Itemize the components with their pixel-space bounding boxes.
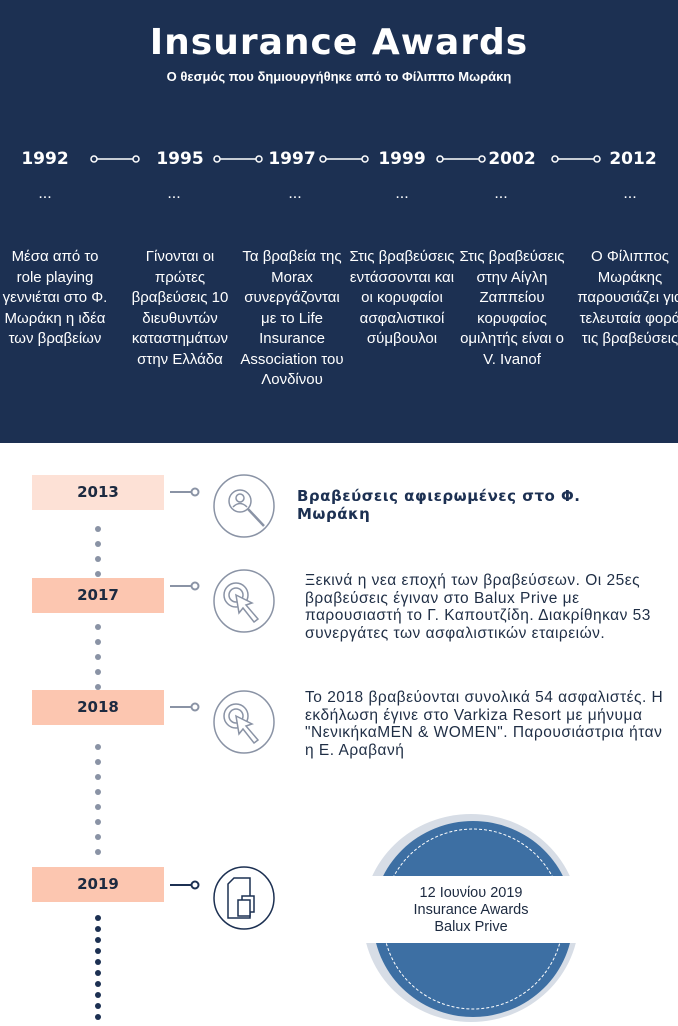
click-cursor-icon [213, 690, 275, 754]
event-text: Το 2018 βραβεύονται συνολικά 54 ασφαλιστ… [305, 689, 664, 759]
event-seal [358, 814, 584, 1022]
year-box-2013: 2013 [32, 475, 164, 510]
ellipsis: ... [167, 185, 181, 202]
connector-icon [170, 880, 200, 890]
connector-icon [170, 702, 200, 712]
page-title: Insurance Awards [149, 22, 529, 63]
timeline-year: 2002 [488, 149, 536, 169]
timeline-year: 2012 [609, 149, 657, 169]
search-user-icon [213, 474, 275, 538]
connector-icon [170, 487, 200, 497]
dotted-line [95, 624, 101, 699]
dotted-line [95, 526, 101, 586]
ellipsis: ... [288, 185, 302, 202]
documents-icon [213, 866, 275, 930]
connector-icon [436, 155, 486, 163]
click-cursor-icon [213, 569, 275, 633]
timeline-description: Γίνονται οι πρώτες βραβεύσεις 10 διευθυν… [131, 248, 229, 368]
seal-event: Insurance Awards [413, 902, 529, 918]
connector-icon [170, 581, 200, 591]
ellipsis: ... [38, 185, 52, 202]
event-text: Βραβεύσεις αφιερωμένες στο Φ. Μωράκη [297, 487, 581, 523]
seal-venue: Balux Prive [434, 919, 508, 935]
year-box-2017: 2017 [32, 578, 164, 613]
connector-icon [551, 155, 601, 163]
header-banner: Insurance Awards Ο θεσμός που δημιουργήθ… [0, 0, 678, 443]
seal-date: 12 Ιουνίου 2019 [419, 885, 523, 901]
event-text: Ξεκινά η νεα εποχή των βραβεύσεων. Οι 25… [305, 572, 651, 642]
timeline-description: Μέσα από το role playing γεννιέται στο Φ… [2, 248, 108, 347]
connector-icon [213, 155, 263, 163]
timeline-year: 1995 [156, 149, 204, 169]
page-subtitle: Ο θεσμός που δημιουργήθηκε από το Φίλιππ… [166, 69, 512, 84]
ellipsis: ... [494, 185, 508, 202]
year-box-2018: 2018 [32, 690, 164, 725]
dotted-line [95, 744, 101, 864]
connector-icon [90, 155, 140, 163]
timeline-year: 1992 [21, 149, 69, 169]
seal-text: 12 Ιουνίου 2019 Insurance Awards Balux P… [358, 885, 584, 936]
dotted-line [95, 915, 101, 1025]
timeline-description: Ο Φίλιππος Μωράκης παρουσιάζει για τελευ… [577, 248, 678, 347]
ellipsis: ... [395, 185, 409, 202]
timeline-year: 1999 [378, 149, 426, 169]
ellipsis: ... [623, 185, 637, 202]
timeline-description: Στις βραβεύσεις στην Αίγλη Ζαππείου κορυ… [459, 248, 565, 368]
timeline-description: Στις βραβεύσεις εντάσσονται και οι κορυφ… [349, 248, 455, 347]
year-box-2019: 2019 [32, 867, 164, 902]
connector-icon [319, 155, 369, 163]
timeline-year: 1997 [268, 149, 316, 169]
timeline-description: Τα βραβεία της Morax συνεργάζονται με το… [240, 248, 344, 388]
